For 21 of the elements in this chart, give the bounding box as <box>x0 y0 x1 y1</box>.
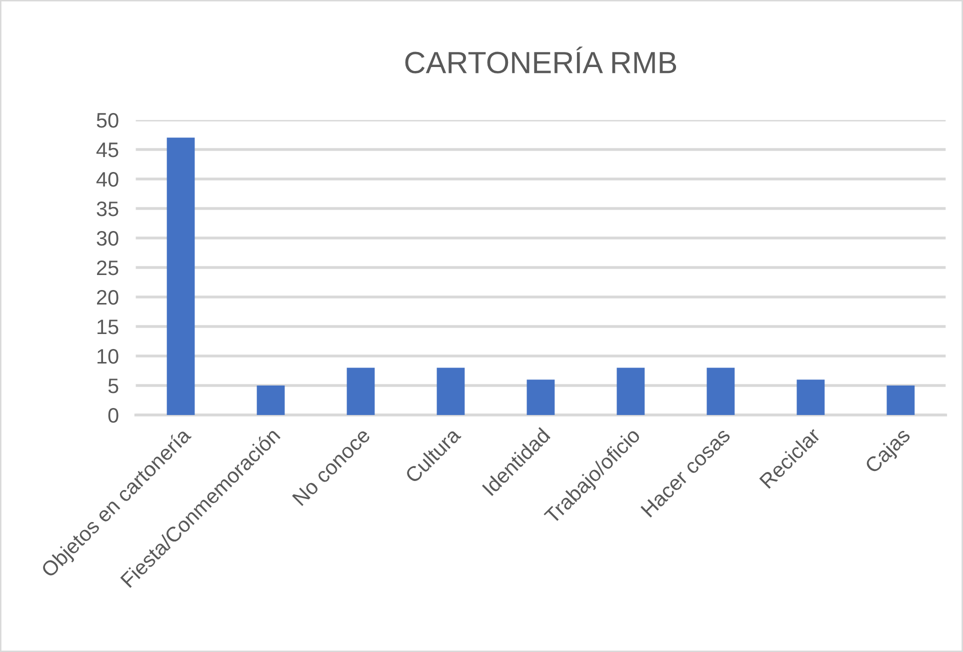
y-tick-label: 40 <box>96 172 118 187</box>
y-tick-label: 45 <box>96 142 118 158</box>
bar <box>886 385 915 415</box>
y-tick-label: 50 <box>96 112 118 128</box>
y-tick-label: 5 <box>108 378 118 394</box>
bar <box>166 138 195 415</box>
y-tick-label: 10 <box>98 348 118 364</box>
y-tick-label: 0 <box>108 408 118 423</box>
chart-title: CARTONERÍA RMB <box>405 46 676 74</box>
y-tick-label: 35 <box>96 201 118 216</box>
bar <box>346 368 375 415</box>
y-tick-label: 30 <box>96 230 118 246</box>
bar <box>256 385 285 415</box>
bar <box>526 380 555 415</box>
bar <box>616 368 645 415</box>
bar <box>706 368 735 415</box>
y-tick-label: 20 <box>96 290 118 305</box>
y-tick-label: 15 <box>98 320 118 334</box>
bar <box>796 380 825 415</box>
y-tick-label: 25 <box>96 260 118 276</box>
bar <box>436 368 465 415</box>
